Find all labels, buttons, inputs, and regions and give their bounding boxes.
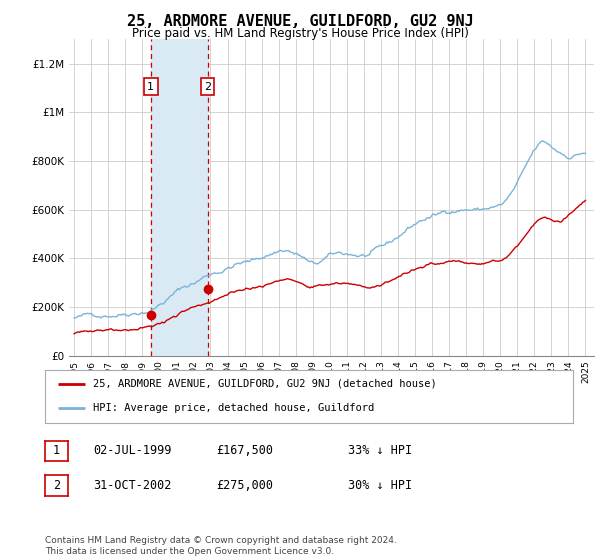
Text: 30% ↓ HPI: 30% ↓ HPI bbox=[348, 479, 412, 492]
Text: 02-JUL-1999: 02-JUL-1999 bbox=[93, 444, 172, 458]
Text: £275,000: £275,000 bbox=[216, 479, 273, 492]
Text: 1: 1 bbox=[148, 82, 154, 92]
Text: HPI: Average price, detached house, Guildford: HPI: Average price, detached house, Guil… bbox=[92, 403, 374, 413]
Text: 33% ↓ HPI: 33% ↓ HPI bbox=[348, 444, 412, 458]
Text: £167,500: £167,500 bbox=[216, 444, 273, 458]
Text: 31-OCT-2002: 31-OCT-2002 bbox=[93, 479, 172, 492]
Bar bbox=[151, 39, 208, 356]
Text: 2: 2 bbox=[53, 479, 60, 492]
Text: 1: 1 bbox=[53, 444, 60, 458]
Text: 2: 2 bbox=[204, 82, 211, 92]
Text: 25, ARDMORE AVENUE, GUILDFORD, GU2 9NJ (detached house): 25, ARDMORE AVENUE, GUILDFORD, GU2 9NJ (… bbox=[92, 379, 436, 389]
Text: 25, ARDMORE AVENUE, GUILDFORD, GU2 9NJ: 25, ARDMORE AVENUE, GUILDFORD, GU2 9NJ bbox=[127, 14, 473, 29]
Text: Price paid vs. HM Land Registry's House Price Index (HPI): Price paid vs. HM Land Registry's House … bbox=[131, 27, 469, 40]
Text: Contains HM Land Registry data © Crown copyright and database right 2024.
This d: Contains HM Land Registry data © Crown c… bbox=[45, 536, 397, 556]
